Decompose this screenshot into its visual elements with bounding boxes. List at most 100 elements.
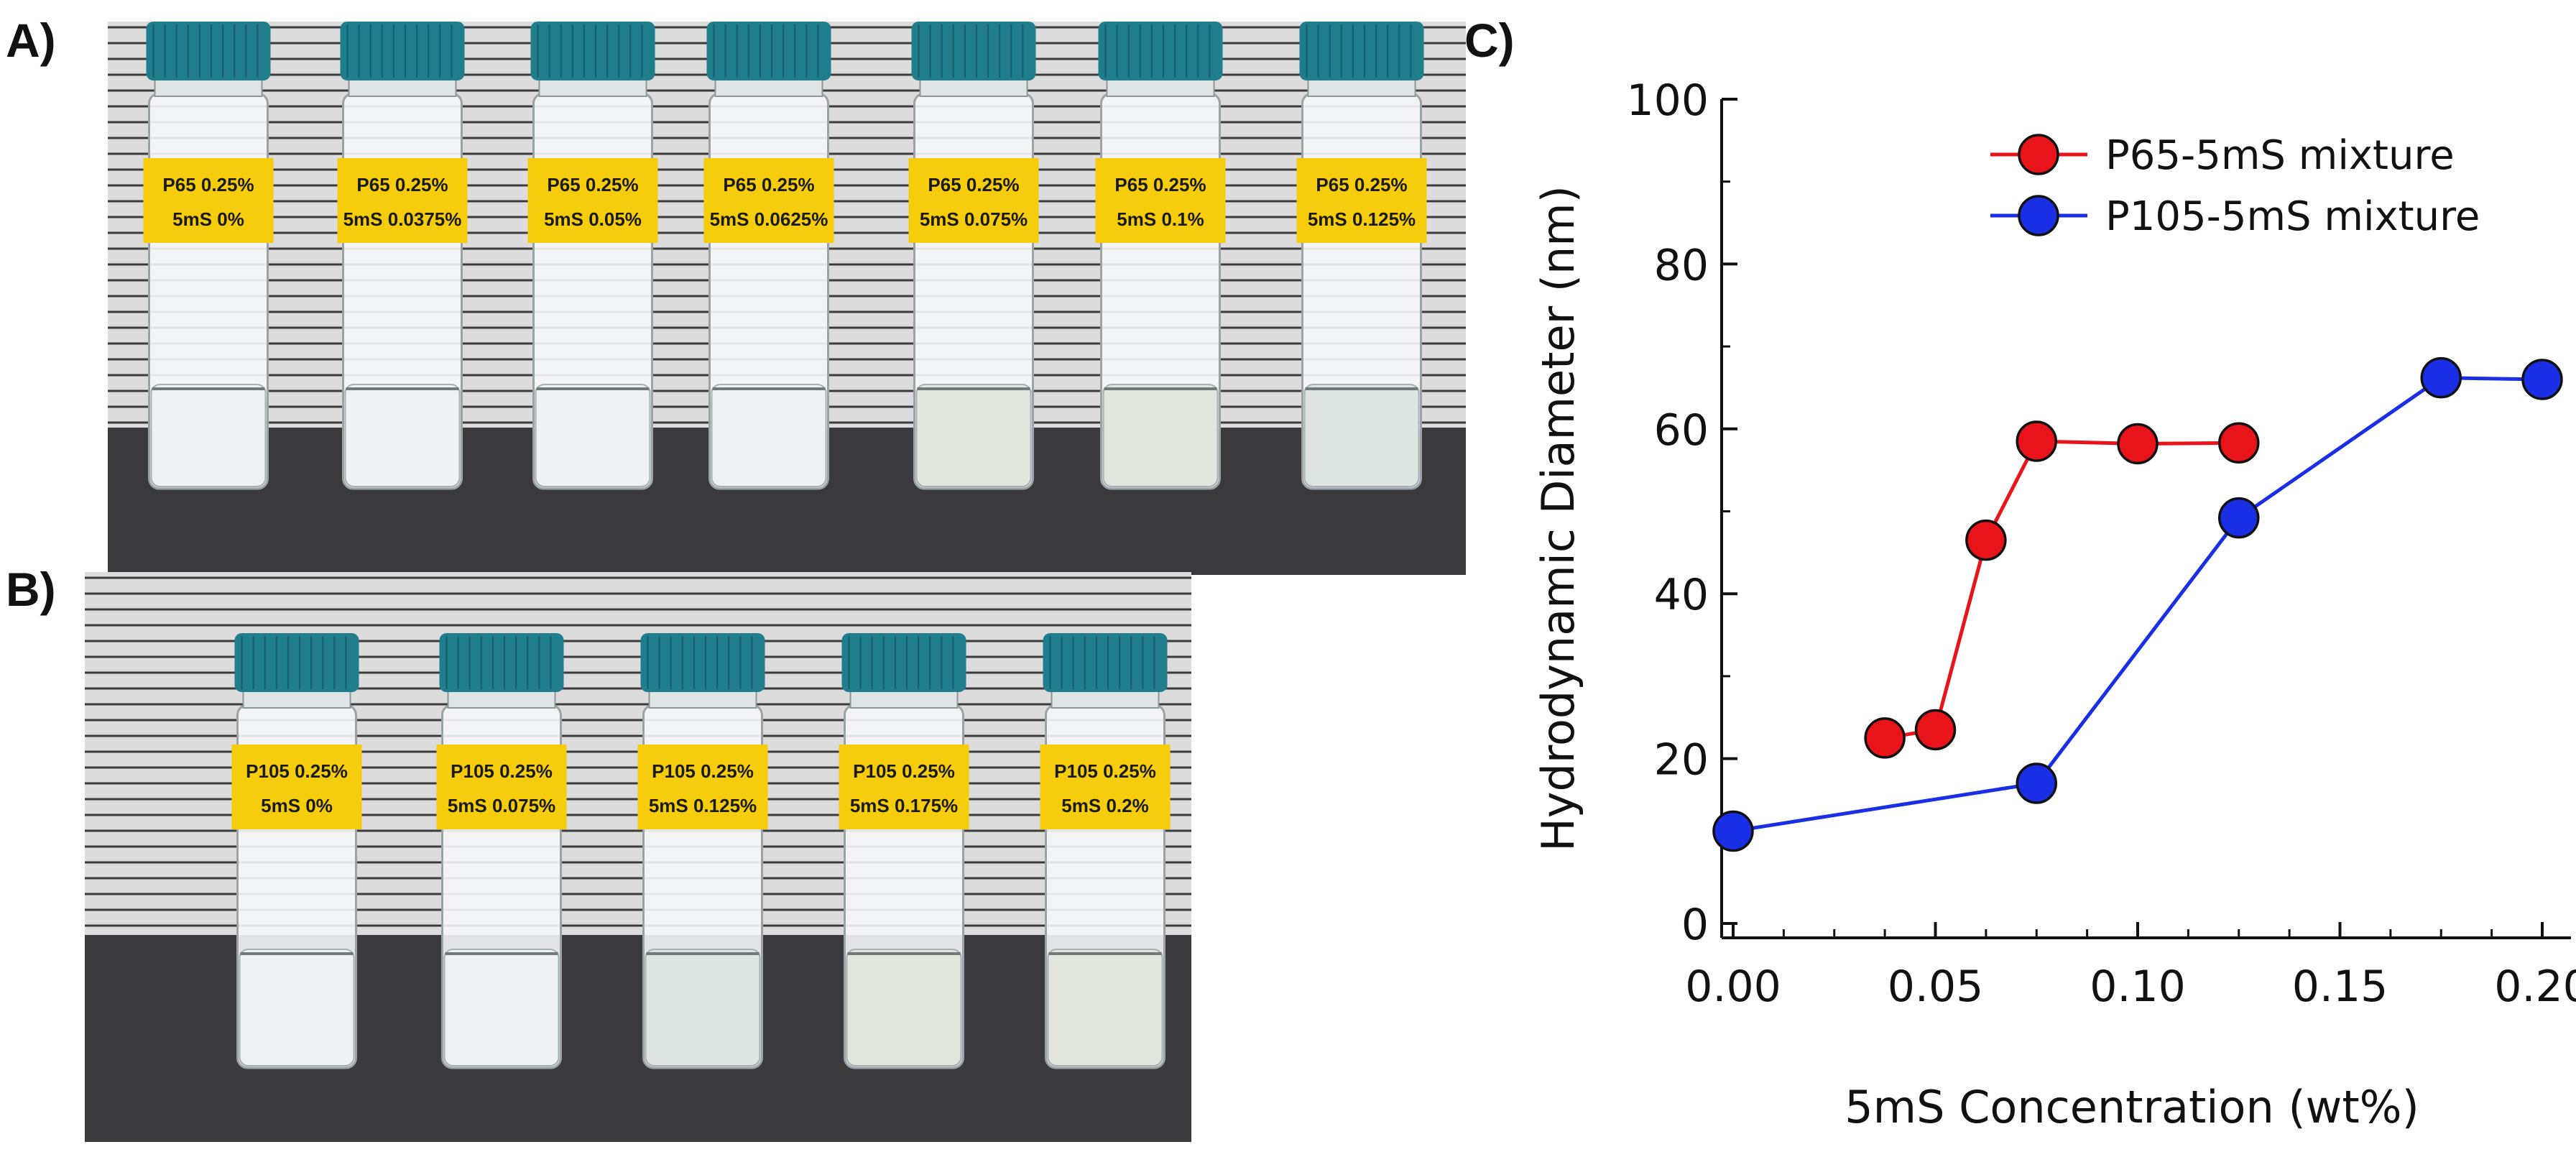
vial-cap: [911, 22, 1036, 80]
vial-neck: [919, 77, 1028, 97]
panel-c-label: C): [1464, 14, 1515, 67]
series-2-point: [2420, 356, 2462, 399]
vial-liquid: [1102, 384, 1219, 487]
vial-liquid: [846, 949, 962, 1066]
series-2-point: [2016, 762, 2057, 804]
vial-label-line2: 5mS 0.075%: [920, 208, 1028, 230]
vial: P65 0.25% 5mS 0.0375%: [337, 22, 468, 490]
vial-neck: [242, 688, 351, 709]
vial-cap: [706, 22, 831, 80]
x-tick-label: 0.15: [2292, 962, 2388, 1012]
x-tick-label: 0.05: [1888, 962, 1984, 1012]
vial-cap: [439, 633, 564, 692]
legend-marker-1: [2018, 134, 2059, 175]
vial-label-line1: P105 0.25%: [246, 760, 348, 782]
photo-a-svg: P65 0.25%5mS 0%P65 0.25%5mS 0.0375%P65 0…: [108, 22, 1466, 575]
vial-liquid: [1303, 384, 1420, 487]
series-1-point: [1965, 519, 2007, 561]
vial-label-bg: [1040, 745, 1171, 829]
legend-marker-2: [2018, 195, 2059, 236]
y-tick-label: 0: [1681, 900, 1709, 950]
vial-cap: [530, 22, 655, 80]
series-2-point: [2218, 497, 2260, 539]
vial-label-line2: 5mS 0.0375%: [343, 208, 462, 230]
series-1-point: [2016, 420, 2057, 462]
vial-neck: [849, 688, 959, 709]
vial-label-bg: [908, 158, 1039, 243]
vial-label-line1: P105 0.25%: [451, 760, 553, 782]
vial: P105 0.25% 5mS 0.175%: [839, 633, 969, 1069]
vial-neck: [348, 77, 457, 97]
vial-cap: [640, 633, 765, 692]
vial-cap: [1043, 633, 1168, 692]
vial-label-bg: [231, 745, 362, 829]
series-2-point: [1712, 810, 1754, 852]
vial-label-bg: [637, 745, 768, 829]
panel-b-label: B): [6, 563, 56, 616]
vial: P105 0.25% 5mS 0.075%: [436, 633, 567, 1069]
vial-label-line1: P65 0.25%: [723, 174, 814, 195]
vial-label-bg: [143, 158, 274, 243]
y-axis-title: Hydrodynamic Diameter (nm): [1532, 185, 1584, 852]
vial-label-bg: [1095, 158, 1226, 243]
legend-label-2: P105-5mS mixture: [2105, 193, 2480, 240]
vial: P65 0.25% 5mS 0.125%: [1296, 22, 1427, 490]
series-1-point: [1914, 709, 1957, 751]
x-tick-label: 0.00: [1685, 962, 1781, 1012]
vial-cap: [146, 22, 271, 80]
vial-label-line2: 5mS 0%: [261, 795, 333, 816]
photo-b-svg: P105 0.25%5mS 0%P105 0.25%5mS 0.075%P105…: [85, 572, 1191, 1142]
y-tick-label: 80: [1654, 240, 1709, 290]
vial-label-line1: P65 0.25%: [547, 174, 638, 195]
legend-label-1: P65-5mS mixture: [2105, 132, 2455, 179]
series-2-point: [2521, 359, 2563, 400]
vial: P105 0.25% 5mS 0.2%: [1040, 633, 1171, 1069]
vial-liquid: [645, 949, 761, 1066]
vial-label-bg: [839, 745, 969, 829]
vial-label-line2: 5mS 0.1%: [1117, 208, 1204, 230]
vial-neck: [447, 688, 556, 709]
vial-neck: [538, 77, 647, 97]
vial-label-line1: P105 0.25%: [1054, 760, 1156, 782]
vial-label-line2: 5mS 0.175%: [850, 795, 958, 816]
vial: P65 0.25% 5mS 0.075%: [908, 22, 1039, 490]
vial-liquid: [535, 384, 651, 487]
vial: P65 0.25% 5mS 0.05%: [527, 22, 658, 490]
vial-label-line2: 5mS 0.125%: [1308, 208, 1416, 230]
vial-label-line2: 5mS 0.2%: [1061, 795, 1148, 816]
vial-liquid: [711, 384, 827, 487]
vial-label-line2: 5mS 0.05%: [544, 208, 642, 230]
vial-label-bg: [527, 158, 658, 243]
vial-label-line1: P65 0.25%: [1316, 174, 1407, 195]
vial-label-line2: 5mS 0.075%: [448, 795, 555, 816]
vial-label-bg: [703, 158, 834, 243]
vial: P105 0.25% 5mS 0.125%: [637, 633, 768, 1069]
vial-neck: [1106, 77, 1215, 97]
vial-neck: [1051, 688, 1160, 709]
vial-label-line1: P105 0.25%: [853, 760, 955, 782]
series-1-point: [1864, 717, 1906, 759]
y-tick-label: 60: [1654, 405, 1709, 456]
vial-label-bg: [1296, 158, 1427, 243]
vial-liquid: [915, 384, 1032, 487]
vial-label-line2: 5mS 0%: [172, 208, 244, 230]
vial-liquid: [1047, 949, 1163, 1066]
y-tick-label: 40: [1654, 570, 1709, 620]
vial-liquid: [344, 384, 461, 487]
y-tick-label: 20: [1654, 735, 1709, 785]
vial-neck: [154, 77, 263, 97]
vial-label-line2: 5mS 0.125%: [649, 795, 757, 816]
vial: P65 0.25% 5mS 0.0625%: [703, 22, 834, 490]
vial-label-line1: P65 0.25%: [1114, 174, 1206, 195]
hydrodynamic-diameter-chart: 0 20 40 60 80 100 0.00 0.05 0.10 0.15 0.20 5mS Conc…: [1532, 75, 2576, 1133]
x-tick-label: 0.10: [2090, 962, 2186, 1012]
vial-label-line2: 5mS 0.0625%: [710, 208, 828, 230]
vial-liquid: [239, 949, 355, 1066]
vial-neck: [1307, 77, 1416, 97]
y-tick-label: 100: [1626, 75, 1709, 126]
vial-cap: [1299, 22, 1424, 80]
vial: P105 0.25% 5mS 0%: [231, 633, 362, 1069]
series-1-point: [2117, 423, 2159, 465]
vial-label-line1: P65 0.25%: [356, 174, 448, 195]
